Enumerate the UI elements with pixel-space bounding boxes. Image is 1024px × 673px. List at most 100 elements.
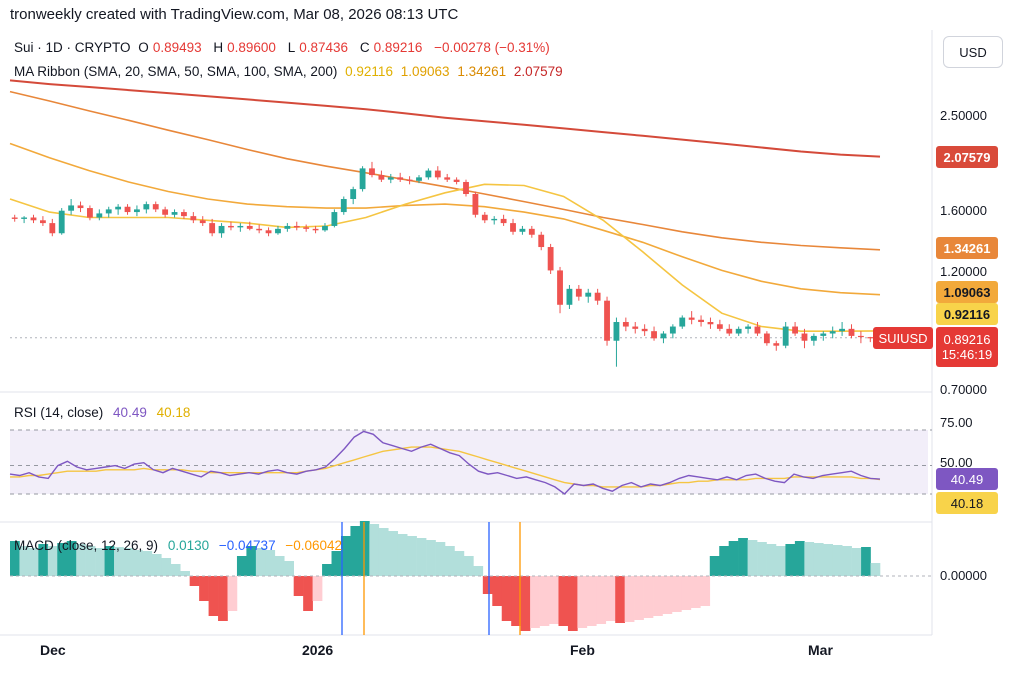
rsi-legend: RSI (14, close) 40.49 40.18	[14, 405, 190, 420]
macd-bar	[123, 548, 134, 576]
candle-body	[30, 217, 37, 221]
macd-zero-tick: 0.00000	[940, 568, 987, 583]
macd-bar	[38, 544, 49, 576]
macd-bar	[530, 576, 540, 628]
macd-bar	[567, 576, 578, 631]
ma-line-sma-20	[9, 183, 881, 332]
macd-bar	[473, 566, 484, 576]
candle-body	[181, 212, 187, 217]
candle-body	[792, 326, 798, 334]
macd-bar	[823, 544, 834, 576]
symbol-label[interactable]: Sui · 1D · CRYPTO	[14, 40, 131, 55]
ma20-badge: 0.92116	[936, 303, 998, 325]
macd-bar	[577, 576, 588, 628]
macd-bar	[426, 540, 436, 576]
ma-line-sma-200	[9, 79, 881, 158]
macd-bar	[728, 541, 739, 576]
candle-body	[820, 333, 827, 336]
candle-body	[472, 194, 479, 215]
candle-body	[604, 300, 610, 341]
rsi-title[interactable]: RSI (14, close)	[14, 405, 104, 420]
candle-body	[275, 228, 281, 234]
macd-bar	[549, 576, 559, 624]
candle-body	[566, 288, 573, 305]
candle-body	[538, 234, 545, 248]
candle-body	[237, 225, 244, 228]
candle-body	[265, 230, 272, 234]
candle-body	[519, 228, 526, 232]
candle-body	[39, 220, 46, 224]
candle-body	[378, 175, 385, 180]
macd-bar	[180, 571, 190, 576]
macd-bar	[804, 542, 815, 576]
time-tick: 2026	[302, 642, 334, 658]
macd-bar	[303, 576, 313, 611]
macd-bar	[104, 546, 115, 576]
macd-bar	[407, 536, 417, 576]
candle-body	[839, 328, 846, 332]
candle-body	[867, 337, 874, 339]
macd-bar	[870, 563, 881, 576]
candle-body	[322, 225, 328, 231]
candle-body	[209, 223, 216, 234]
candle-body	[622, 322, 629, 327]
ma100-value: 1.34261	[457, 64, 507, 79]
macd-bar	[189, 576, 200, 586]
ma200-badge: 2.07579	[936, 146, 998, 168]
candle-body	[397, 177, 404, 180]
rsi-line	[9, 430, 881, 495]
candle-body	[331, 212, 338, 226]
price-badge: 0.89216 15:46:19	[936, 327, 998, 367]
macd-bar	[794, 541, 805, 576]
macd-bar	[482, 576, 493, 594]
macd-title[interactable]: MACD (close, 12, 26, 9)	[14, 538, 159, 553]
macd-bar	[132, 550, 143, 576]
macd-bar	[199, 576, 209, 601]
candle-body	[425, 170, 432, 178]
candle-body	[171, 212, 178, 215]
macd-bar	[388, 531, 399, 576]
candle-body	[500, 218, 507, 224]
time-tick: Mar	[808, 642, 833, 658]
macd-bar	[151, 554, 162, 576]
candle-body	[801, 333, 808, 341]
candle-body	[190, 216, 197, 221]
macd-bar	[785, 544, 796, 576]
rsi-level-tick: 50.00	[940, 455, 973, 470]
ma20-value: 0.92116	[345, 64, 393, 79]
currency-button[interactable]: USD	[943, 36, 1003, 68]
candle-body	[613, 322, 620, 341]
macd-bar	[653, 576, 663, 616]
macd-bar	[95, 548, 105, 576]
candle-body	[96, 213, 103, 218]
ma200-value: 2.07579	[513, 64, 563, 79]
rsi-badge: 40.49	[936, 468, 998, 490]
change-value: −0.00278 (−0.31%)	[434, 40, 550, 55]
price-tick: 2.50000	[940, 108, 987, 123]
macd-bar	[331, 551, 342, 576]
candle-body	[406, 179, 413, 181]
macd-bar	[615, 576, 625, 623]
candle-body	[679, 317, 686, 327]
macd-bar	[350, 526, 361, 576]
candle-body	[641, 328, 648, 332]
ma-ribbon-title[interactable]: MA Ribbon (SMA, 20, SMA, 50, SMA, 100, S…	[14, 64, 338, 79]
candle-body	[829, 331, 836, 334]
macd-bar	[76, 544, 86, 576]
candle-body	[735, 328, 742, 334]
rsi-ma-value: 40.18	[156, 405, 191, 420]
candle-body	[444, 177, 451, 180]
ohlc-legend: Sui · 1D · CRYPTO O 0.89493 H 0.89600 L 0.8…	[14, 40, 554, 55]
macd-bar	[700, 576, 711, 606]
candle-body	[340, 199, 347, 213]
candle-body	[11, 217, 18, 219]
candle-body	[651, 331, 657, 339]
candle-body	[246, 225, 253, 229]
candle-body	[481, 214, 488, 221]
candle-body	[115, 206, 122, 210]
macd-bar	[813, 543, 824, 576]
candle-body	[359, 168, 366, 190]
candle-body	[726, 328, 733, 334]
macd-bar	[312, 576, 323, 601]
